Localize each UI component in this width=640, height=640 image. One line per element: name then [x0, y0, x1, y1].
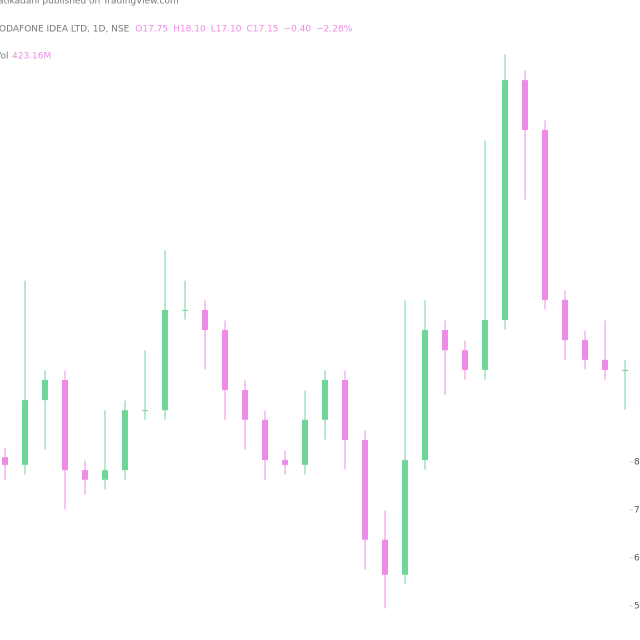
candle-body — [582, 340, 588, 360]
candle-body — [222, 330, 228, 391]
candle-body — [402, 460, 408, 575]
candle-body — [342, 379, 348, 440]
volume-label: Vol — [0, 52, 8, 62]
y-tick-label: 5 — [634, 601, 640, 611]
quote-value: O17.75 — [135, 25, 168, 35]
candle-body — [422, 330, 428, 461]
candle-body — [502, 80, 508, 321]
candle-body — [442, 330, 448, 351]
candle-body — [382, 539, 388, 575]
candle-body — [622, 369, 628, 371]
candle-body — [22, 400, 28, 465]
candle-body — [462, 350, 468, 370]
candle-body — [182, 309, 188, 311]
candle-body — [282, 460, 288, 465]
candle-body — [242, 390, 248, 420]
volume-value: 423.16M — [12, 52, 51, 62]
candle-body — [562, 299, 568, 341]
candle-body — [162, 309, 168, 411]
candle-body — [542, 130, 548, 300]
quote-value: L17.10 — [211, 25, 242, 35]
y-tick-label: 8 — [634, 458, 640, 468]
y-tick-label: 7 — [634, 505, 640, 515]
candle-body — [202, 309, 208, 331]
symbol: VODAFONE IDEA LTD, 1D, NSE — [0, 25, 130, 35]
candle-body — [142, 410, 148, 412]
candle-body — [62, 379, 68, 471]
quote-value: −0.40 — [284, 25, 312, 35]
quote-value: C17.15 — [246, 25, 278, 35]
candle-body — [602, 359, 608, 370]
candle-body — [2, 457, 8, 465]
published-note: atikadani published on TradingView.com — [0, 0, 179, 7]
quote-value: −2.28% — [316, 25, 353, 35]
quote-value: H18.10 — [173, 25, 206, 35]
y-tick-label: 6 — [634, 553, 640, 563]
candle-body — [122, 410, 128, 471]
candle-body — [262, 419, 268, 461]
candle-body — [302, 419, 308, 465]
candle-body — [482, 320, 488, 370]
candle-body — [322, 379, 328, 420]
candle-body — [102, 470, 108, 480]
candle-body — [522, 80, 528, 131]
candle-body — [82, 470, 88, 480]
candle-body — [362, 439, 368, 540]
candle-body — [42, 379, 48, 401]
